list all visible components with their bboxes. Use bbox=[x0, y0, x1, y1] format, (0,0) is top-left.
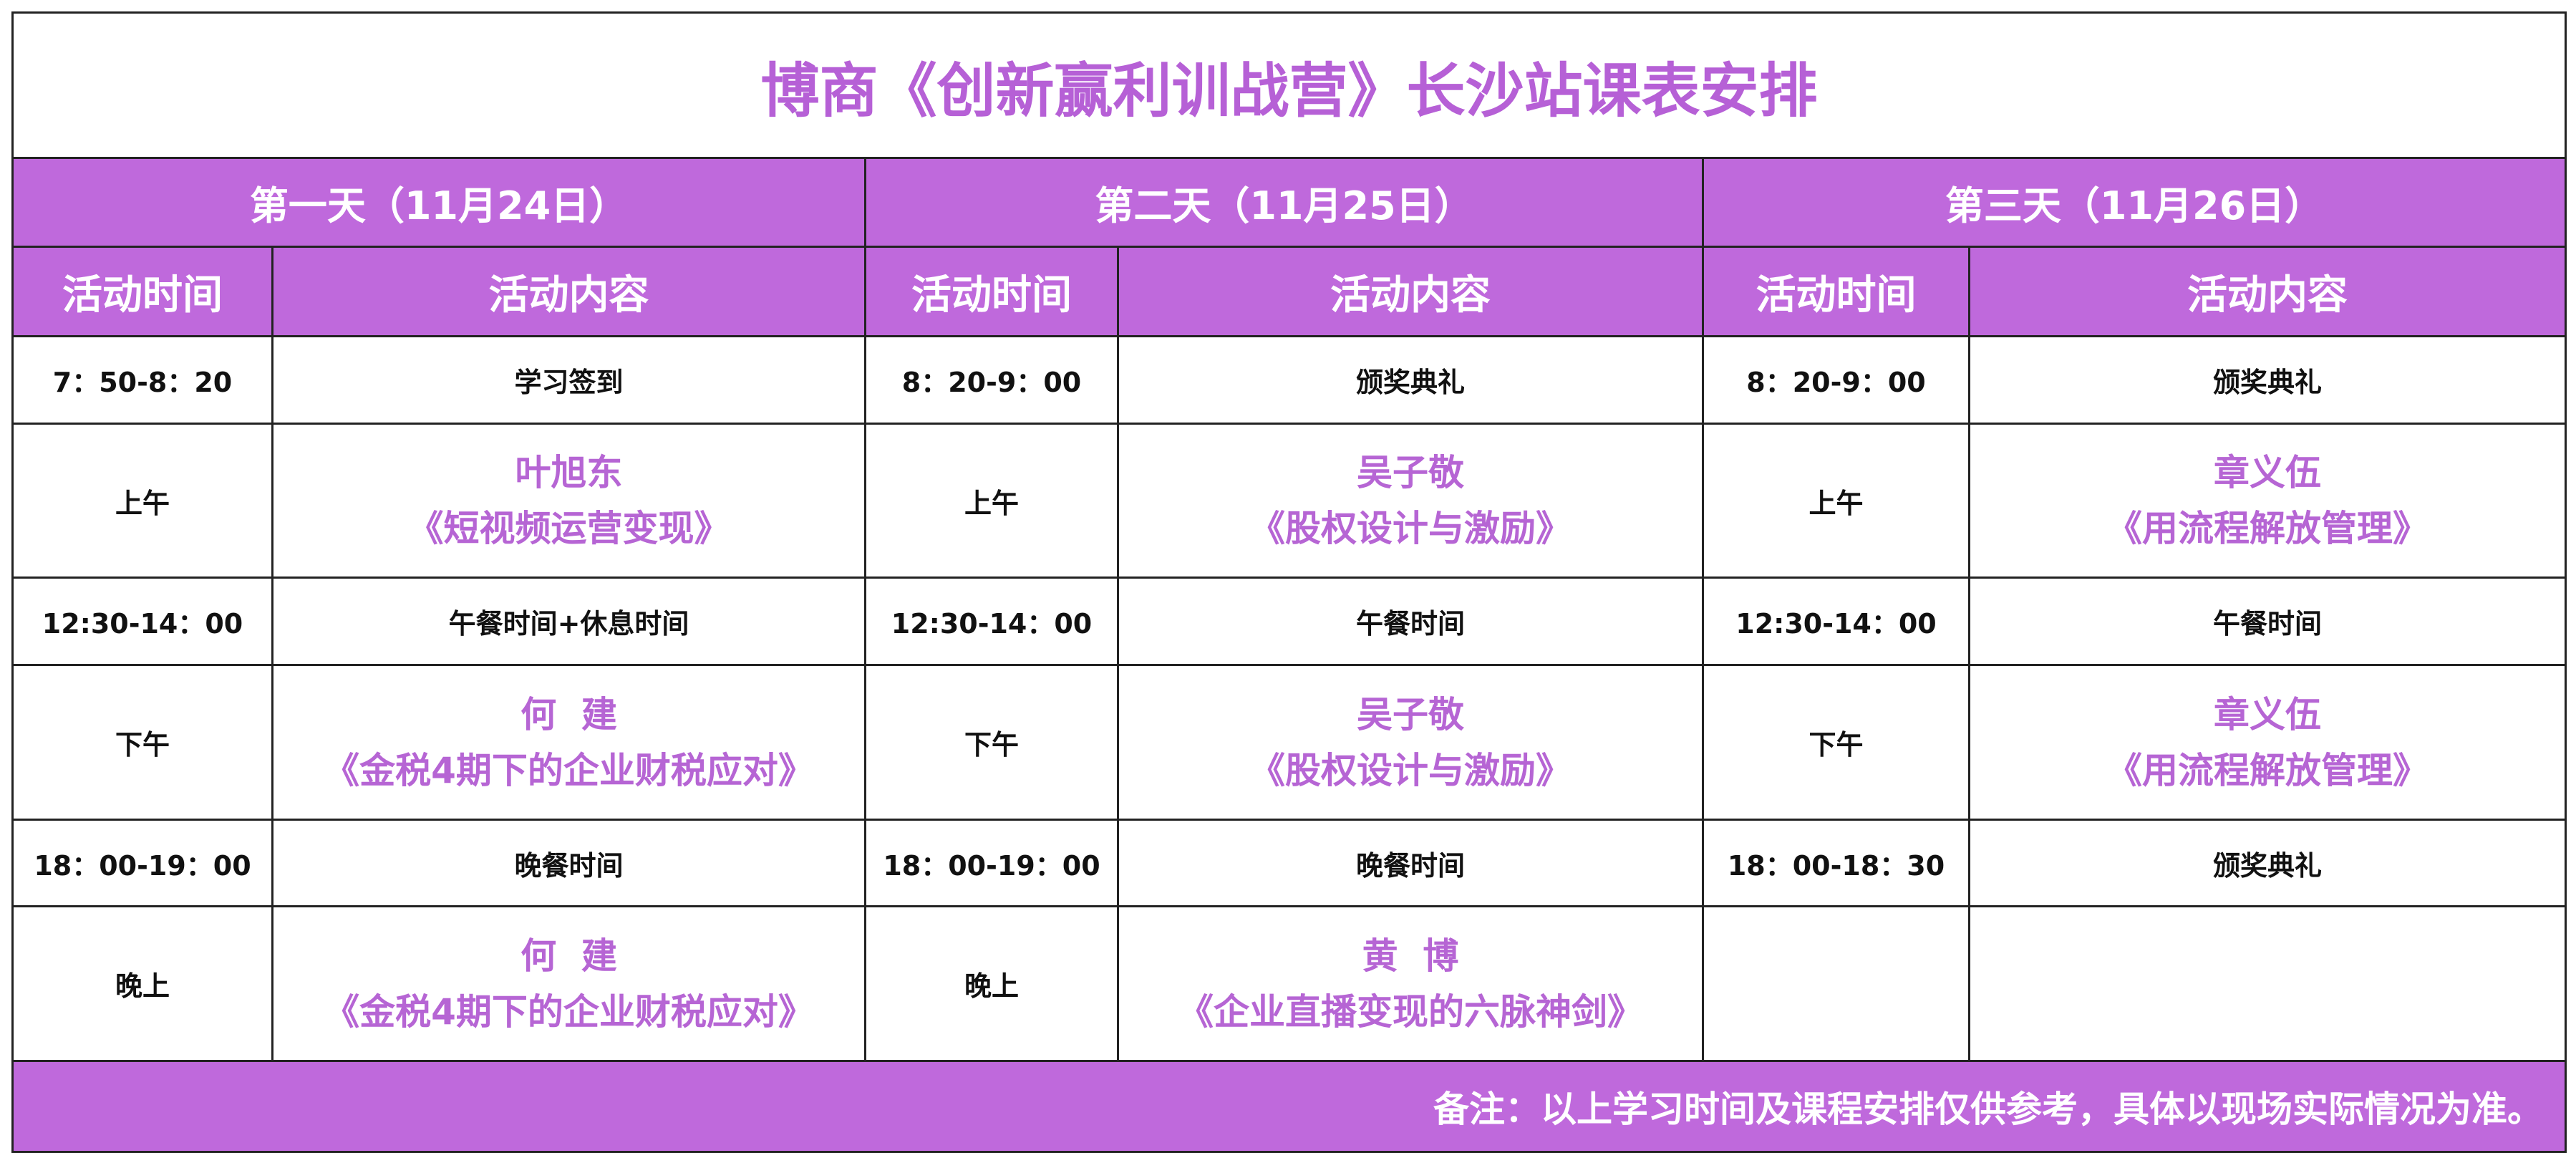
time-cell: 8：20-9：00 bbox=[1702, 335, 1970, 425]
speaker: 黄 博 bbox=[1362, 935, 1459, 977]
time-cell: 下午 bbox=[864, 664, 1119, 821]
course: 《用流程解放管理》 bbox=[2106, 508, 2429, 549]
content-cell: 午餐时间 bbox=[1117, 576, 1704, 666]
course-cell: 黄 博《企业直播变现的六脉神剑》 bbox=[1117, 905, 1704, 1062]
time-cell: 下午 bbox=[1702, 664, 1970, 821]
course-cell: 何 建《金税4期下的企业财税应对》 bbox=[271, 905, 866, 1062]
time-cell: 12:30-14：00 bbox=[11, 576, 273, 666]
speaker: 章义伍 bbox=[2214, 693, 2321, 735]
course-cell: 章义伍《用流程解放管理》 bbox=[1967, 423, 2567, 579]
content-cell: 午餐时间 bbox=[1967, 576, 2567, 666]
column-header: 活动内容 bbox=[1117, 246, 1704, 337]
time-cell: 7：50-8：20 bbox=[11, 335, 273, 425]
course-cell: 何 建《金税4期下的企业财税应对》 bbox=[271, 664, 866, 821]
column-header: 活动内容 bbox=[1967, 246, 2567, 337]
speaker: 叶旭东 bbox=[515, 452, 623, 493]
column-header: 活动时间 bbox=[11, 246, 273, 337]
column-header: 活动时间 bbox=[864, 246, 1119, 337]
row: 12:30-14：00 午餐时间+休息时间 12:30-14：00 午餐时间 12:30… bbox=[11, 576, 2567, 666]
time-cell: 晚上 bbox=[11, 905, 273, 1062]
row: 上午 叶旭东 《短视频运营变现》 上午 吴子敬 《股权设计与激励》 上午 章义伍 《用流程解放管… bbox=[11, 423, 2567, 579]
row: 第一天（11月24日） 第二天（11月25日） 第三天（11月26日） bbox=[11, 157, 2567, 248]
time-cell: 下午 bbox=[11, 664, 273, 821]
schedule-table: 博商《创新赢利训战营》长沙站课表安排 第一天（11月24日） 第二天（11月25日）… bbox=[11, 11, 2567, 1153]
course: 《股权设计与激励》 bbox=[1249, 749, 1572, 791]
course: 《用流程解放管理》 bbox=[2106, 749, 2429, 791]
note: 备注：以上学习时间及课程安排仅供参考，具体以现场实际情况为准。 bbox=[11, 1060, 2567, 1153]
time-cell: 12:30-14：00 bbox=[864, 576, 1119, 666]
course-cell: 章义伍《用流程解放管理》 bbox=[1967, 664, 2567, 821]
content-cell: 颁奖典礼 bbox=[1117, 335, 1704, 425]
course: 《企业直播变现的六脉神剑》 bbox=[1178, 990, 1643, 1033]
course: 《短视频运营变现》 bbox=[407, 508, 730, 549]
time-cell: 上午 bbox=[11, 423, 273, 579]
content-cell: 晚餐时间 bbox=[271, 819, 866, 907]
speaker: 何 建 bbox=[520, 935, 617, 977]
course: 《金税4期下的企业财税应对》 bbox=[324, 990, 814, 1033]
day-header: 第二天（11月25日） bbox=[864, 157, 1704, 248]
column-header: 活动时间 bbox=[1702, 246, 1970, 337]
content-cell: 颁奖典礼 bbox=[1967, 335, 2567, 425]
day-header: 第三天（11月26日） bbox=[1701, 157, 2567, 248]
time-cell: 18：00-19：00 bbox=[864, 819, 1119, 907]
time-cell: 18：00-19：00 bbox=[11, 819, 273, 907]
row: 博商《创新赢利训战营》长沙站课表安排 bbox=[11, 11, 2567, 159]
speaker: 吴子敬 bbox=[1357, 693, 1464, 735]
time-cell: 上午 bbox=[864, 423, 1119, 579]
column-header: 活动内容 bbox=[271, 246, 866, 337]
course: 《金税4期下的企业财税应对》 bbox=[324, 749, 814, 791]
time-cell: 18：00-18：30 bbox=[1702, 819, 1970, 907]
content-cell: 晚餐时间 bbox=[1117, 819, 1704, 907]
content-cell: 颁奖典礼 bbox=[1967, 819, 2567, 907]
course: 《股权设计与激励》 bbox=[1249, 508, 1572, 549]
speaker: 吴子敬 bbox=[1357, 452, 1464, 493]
row: 活动时间 活动内容 活动时间 活动内容 活动时间 活动内容 bbox=[11, 246, 2567, 337]
time-cell: 12:30-14：00 bbox=[1702, 576, 1970, 666]
day-header: 第一天（11月24日） bbox=[11, 157, 866, 248]
row: 晚上何 建《金税4期下的企业财税应对》 晚上黄 博《企业直播变现的六脉神剑》 bbox=[11, 905, 2567, 1062]
row: 备注：以上学习时间及课程安排仅供参考，具体以现场实际情况为准。 bbox=[11, 1060, 2567, 1153]
course-cell: 吴子敬《股权设计与激励》 bbox=[1117, 423, 1704, 579]
speaker: 章义伍 bbox=[2214, 452, 2321, 493]
speaker: 何 建 bbox=[520, 693, 617, 735]
title: 博商《创新赢利训战营》长沙站课表安排 bbox=[11, 11, 2567, 159]
content-cell: 午餐时间+休息时间 bbox=[271, 576, 866, 666]
course-cell: 吴子敬《股权设计与激励》 bbox=[1117, 664, 1704, 821]
empty-cell bbox=[1702, 905, 1970, 1062]
row: 7：50-8：20 学习签到 8：20-9：00 颁奖典礼 8：20-9：00 颁奖典礼 bbox=[11, 335, 2567, 425]
time-cell: 8：20-9：00 bbox=[864, 335, 1119, 425]
content-cell: 学习签到 bbox=[271, 335, 866, 425]
row: 18：00-19：00 晚餐时间 18：00-19：00 晚餐时间 18：00-18：3… bbox=[11, 819, 2567, 907]
row: 下午何 建《金税4期下的企业财税应对》 下午 吴子敬 《股权设计与激励》 下午 章义伍 《用… bbox=[11, 664, 2567, 821]
time-cell: 晚上 bbox=[864, 905, 1119, 1062]
empty-cell bbox=[1967, 905, 2567, 1062]
course-cell: 叶旭东《短视频运营变现》 bbox=[271, 423, 866, 579]
time-cell: 上午 bbox=[1702, 423, 1970, 579]
